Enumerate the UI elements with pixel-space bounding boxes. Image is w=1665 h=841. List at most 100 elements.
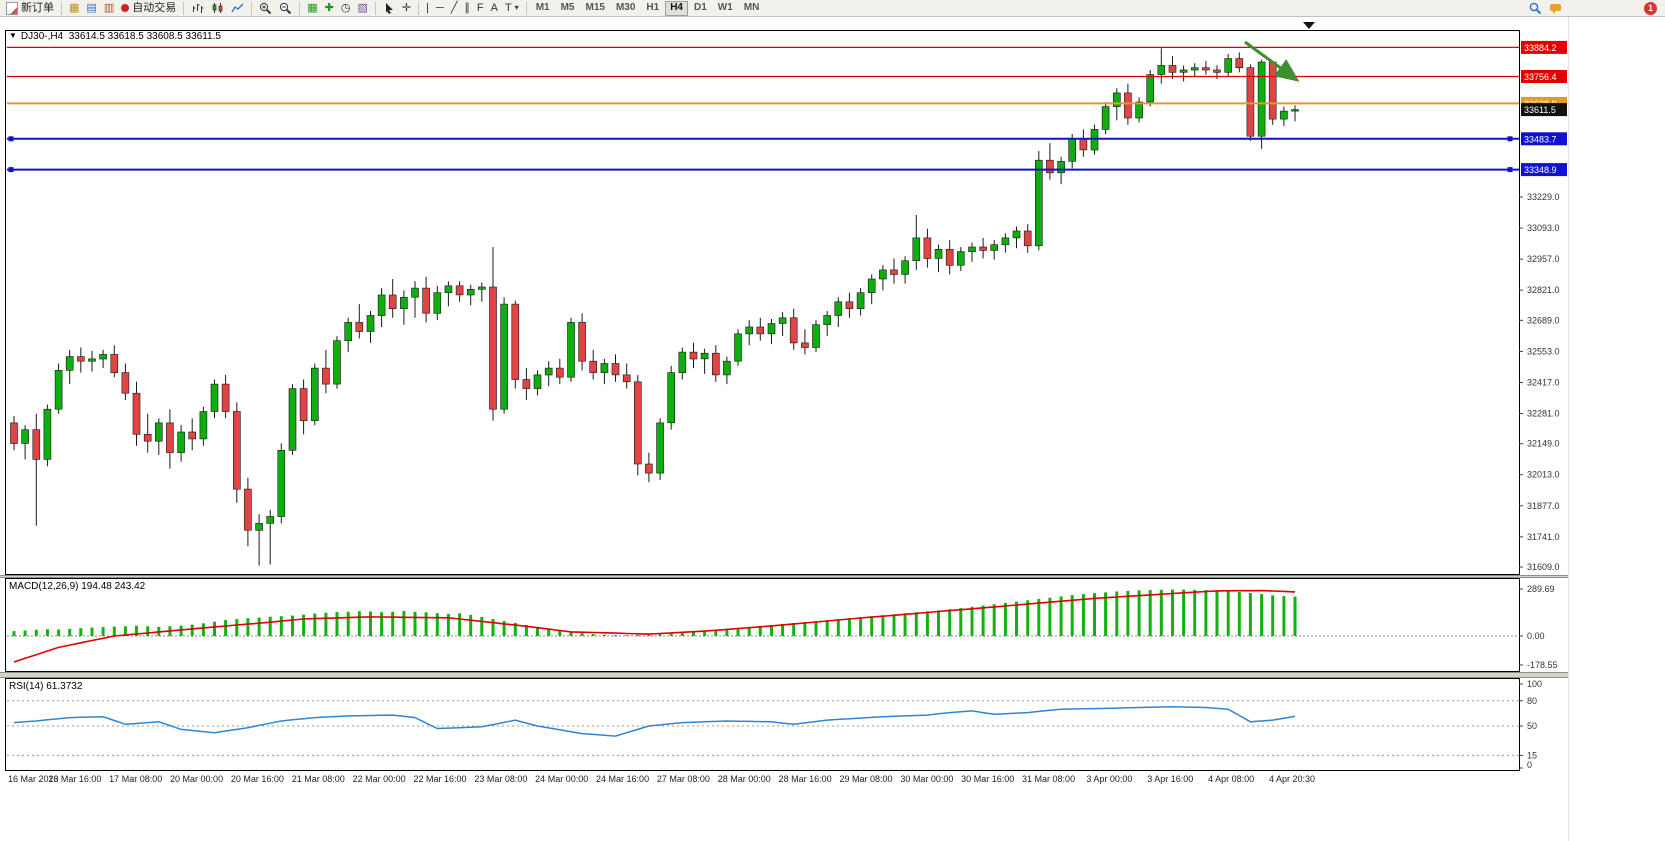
candle <box>689 351 698 360</box>
timeframe-m15[interactable]: M15 <box>581 1 610 16</box>
candle-chart-button[interactable] <box>208 1 227 16</box>
candle <box>155 422 163 442</box>
line-chart-button[interactable] <box>228 1 247 16</box>
candle <box>1213 69 1221 73</box>
cursor-button[interactable] <box>380 1 398 16</box>
zoom-in-icon <box>260 2 272 14</box>
candle <box>890 269 898 275</box>
timeframe-mn[interactable]: MN <box>739 1 765 16</box>
trendline-button[interactable]: ╱ <box>448 1 461 16</box>
vertical-line-button[interactable]: | <box>423 1 432 16</box>
chat-button[interactable] <box>1546 1 1565 16</box>
line-handle[interactable] <box>8 136 14 142</box>
time-label: 17 Mar 08:00 <box>109 774 163 784</box>
candle <box>745 326 754 335</box>
arrows-tool-button[interactable]: T ▾ <box>502 1 522 16</box>
candle <box>433 292 442 314</box>
symbol-name: DJ30-,H4 <box>20 31 64 42</box>
candle <box>1079 138 1088 151</box>
chart-window: 33884.233756.433638.933611.533483.733348… <box>0 17 1665 841</box>
one-click-trading-icon[interactable]: ▼ <box>9 31 17 40</box>
candle <box>633 381 642 465</box>
rsi-axis-label: 100 <box>1527 679 1542 689</box>
main-chart-canvas[interactable]: 33884.233756.433638.933611.533483.733348… <box>0 30 1568 575</box>
autotrading-button[interactable]: 自动交易 <box>118 1 179 16</box>
candle <box>555 367 564 378</box>
bar-chart-button[interactable] <box>188 1 207 16</box>
rsi-axis-label: 0 <box>1527 760 1532 770</box>
toolbar-separator <box>299 1 301 15</box>
zoom-out-button[interactable] <box>276 1 295 16</box>
periods-button[interactable]: ◷ <box>338 1 354 16</box>
timeframe-d1[interactable]: D1 <box>689 1 712 16</box>
rsi-panel-canvas[interactable]: 100 80 50 150 <box>0 678 1568 771</box>
candle <box>1035 159 1043 247</box>
zoom-out-icon <box>280 2 292 14</box>
candle <box>901 260 909 275</box>
notification-badge[interactable]: 1 <box>1644 1 1657 15</box>
timeframe-h4[interactable]: H4 <box>665 0 688 16</box>
macd-signal-line <box>13 589 1296 663</box>
candle <box>1023 230 1032 247</box>
candle <box>544 367 553 376</box>
panel-splitter[interactable] <box>0 575 1568 578</box>
rsi-frame <box>5 678 1520 771</box>
candle <box>54 370 63 410</box>
candle <box>1280 110 1288 120</box>
tile-windows-button[interactable]: ▦ <box>304 1 320 16</box>
time-label: 21 Mar 08:00 <box>291 774 345 784</box>
candle <box>255 523 263 531</box>
chevron-down-icon: ▾ <box>514 3 519 12</box>
candle <box>43 408 52 460</box>
candle <box>1179 69 1188 73</box>
profiles-button[interactable]: ▤ <box>83 1 99 16</box>
timeframe-m1[interactable]: M1 <box>531 1 555 16</box>
toolbar-separator <box>418 1 420 15</box>
zoom-in-button[interactable] <box>256 1 275 16</box>
candle <box>466 288 475 296</box>
price-tick-label: 32013.0 <box>1527 470 1560 480</box>
search-button[interactable] <box>1526 1 1545 16</box>
scroll-to-end-marker[interactable] <box>1303 22 1315 29</box>
market-watch-button[interactable]: ▥ <box>101 1 117 16</box>
candle <box>789 317 798 344</box>
time-label: 20 Mar 16:00 <box>230 774 284 784</box>
line-handle[interactable] <box>8 167 14 173</box>
macd-panel-canvas[interactable]: 289.69 0.00 -178.55 <box>0 578 1568 672</box>
crosshair-button[interactable]: ✛ <box>399 1 414 16</box>
new-order-button[interactable]: 新订单 <box>3 1 57 16</box>
line-handle[interactable] <box>1507 167 1513 173</box>
candle <box>310 367 319 421</box>
panel-splitter[interactable] <box>0 672 1568 678</box>
horizontal-line-button[interactable]: ─ <box>433 1 447 16</box>
tile-windows-icon: ▦ <box>307 1 318 14</box>
trend-arrow-annotation[interactable] <box>1244 40 1300 82</box>
indicators-button[interactable]: ✚ <box>322 1 337 16</box>
new-chart-icon: ▦ <box>69 1 80 14</box>
vertical-line-icon: | <box>426 1 429 14</box>
fibonacci-button[interactable]: F <box>474 1 487 16</box>
price-badge-text: 33611.5 <box>1524 105 1556 115</box>
candle <box>812 324 820 348</box>
line-handle[interactable] <box>1507 136 1513 142</box>
candle <box>1001 237 1010 246</box>
timeframe-m30[interactable]: M30 <box>611 1 640 16</box>
price-badge-text: 33348.9 <box>1524 165 1557 175</box>
time-axis[interactable]: 16 Mar 2023 16 Mar 16:00 17 Mar 08:00 20 Ma… <box>0 772 1568 788</box>
time-label: 22 Mar 00:00 <box>352 774 406 784</box>
candle <box>778 317 787 324</box>
timeframe-group: M1 M5 M15 M30 H1 H4 D1 W1 MN <box>531 0 765 16</box>
text-tool-button[interactable]: A <box>488 1 501 16</box>
macd-axis-label: 0.00 <box>1527 631 1545 641</box>
candle <box>533 374 542 389</box>
candle <box>210 383 219 412</box>
candle <box>110 354 119 373</box>
templates-button[interactable]: ▧ <box>354 1 370 16</box>
timeframe-w1[interactable]: W1 <box>713 1 738 16</box>
timeframe-m5[interactable]: M5 <box>556 1 580 16</box>
equidistant-channel-button[interactable]: ∥ <box>461 1 473 16</box>
new-chart-button[interactable]: ▦ <box>66 1 82 16</box>
rsi-axis-label: 50 <box>1527 721 1537 731</box>
price-badge <box>1521 70 1567 83</box>
timeframe-h1[interactable]: H1 <box>641 1 664 16</box>
